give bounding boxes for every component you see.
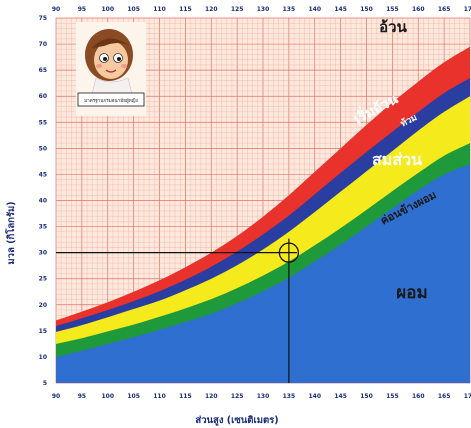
x-tick-label-top: 145 [334, 6, 347, 13]
x-tick-label-bottom: 135 [283, 393, 296, 400]
zone-label-thin: ผอม [396, 283, 427, 303]
y-axis-title: มวล (กิโลกรัม) [5, 201, 17, 264]
x-tick-label-top: 110 [153, 6, 166, 13]
zone-area-1 [56, 164, 470, 383]
x-tick-label-top: 150 [360, 6, 373, 13]
y-tick-label: 70 [39, 41, 47, 48]
y-tick-label: 40 [39, 198, 47, 205]
x-tick-label-top: 160 [412, 6, 425, 13]
y-ticks: 5 10 15 20 25 30 35 40 45 50 55 60 65 70 75 [39, 15, 47, 387]
x-tick-label-bottom: 100 [101, 393, 114, 400]
x-tick-label-top: 140 [308, 6, 321, 13]
x-tick-label-bottom: 150 [360, 393, 373, 400]
x-tick-label-top: 155 [386, 6, 399, 13]
x-tick-label-bottom: 90 [52, 393, 60, 400]
x-tick-label-bottom: 95 [78, 393, 86, 400]
y-tick-label: 10 [39, 354, 47, 361]
x-ticks-top: 90 95 100 105 110 115 120 125 130 135 140 145 150 155… [52, 6, 471, 13]
x-ticks-bottom: 90 95 100 105 110 115 120 125 130 135 140 145 150 155… [52, 393, 471, 400]
x-tick-label-top: 130 [257, 6, 270, 13]
x-tick-label-bottom: 125 [231, 393, 244, 400]
y-tick-label: 25 [39, 276, 47, 283]
reading-crosshair [56, 238, 300, 383]
x-tick-label-top: 120 [205, 6, 218, 13]
y-tick-label: 50 [39, 145, 47, 152]
zone-areas [56, 46, 470, 383]
zone-label-obese: อ้วน [379, 18, 407, 36]
y-tick-label: 30 [39, 250, 47, 257]
girl-cartoon-icon [85, 29, 133, 95]
x-tick-label-top: 100 [101, 6, 114, 13]
logo-caption: มาตรฐานกรมอนามัยผู้หญิง [84, 97, 138, 104]
y-tick-label: 75 [39, 15, 47, 22]
x-tick-label-top: 105 [127, 6, 140, 13]
x-tick-label-bottom: 110 [153, 393, 166, 400]
x-tick-label-bottom: 105 [127, 393, 140, 400]
x-tick-label-bottom: 170 [464, 393, 471, 400]
crosshair-circle [278, 242, 300, 263]
x-tick-label-bottom: 120 [205, 393, 218, 400]
y-tick-label: 55 [39, 119, 47, 126]
y-tick-label: 65 [39, 67, 47, 74]
y-tick-label: 5 [43, 380, 47, 387]
y-tick-label: 35 [39, 224, 47, 231]
x-tick-label-top: 115 [179, 6, 192, 13]
x-tick-label-bottom: 130 [257, 393, 270, 400]
logo-box: มาตรฐานกรมอนามัยผู้หญิง [76, 22, 146, 116]
zone-label-normal: สมส่วน [372, 150, 422, 169]
x-tick-label-bottom: 165 [438, 393, 451, 400]
x-tick-label-top: 125 [231, 6, 244, 13]
x-tick-label-top: 165 [438, 6, 451, 13]
x-tick-label-top: 135 [283, 6, 296, 13]
y-tick-label: 15 [39, 328, 47, 335]
y-tick-label: 60 [39, 93, 47, 100]
y-tick-label: 45 [39, 171, 47, 178]
x-tick-label-bottom: 140 [308, 393, 321, 400]
x-tick-label-top: 95 [78, 6, 86, 13]
x-tick-label-bottom: 115 [179, 393, 192, 400]
x-tick-label-bottom: 145 [334, 393, 347, 400]
x-axis-title: ส่วนสูง (เซนติเมตร) [195, 415, 278, 427]
x-tick-label-top: 90 [52, 6, 60, 13]
logo-caption-box [77, 92, 145, 107]
x-tick-label-bottom: 160 [412, 393, 425, 400]
x-tick-label-bottom: 155 [386, 393, 399, 400]
x-tick-label-top: 170 [464, 6, 471, 13]
y-tick-label: 20 [39, 302, 47, 309]
